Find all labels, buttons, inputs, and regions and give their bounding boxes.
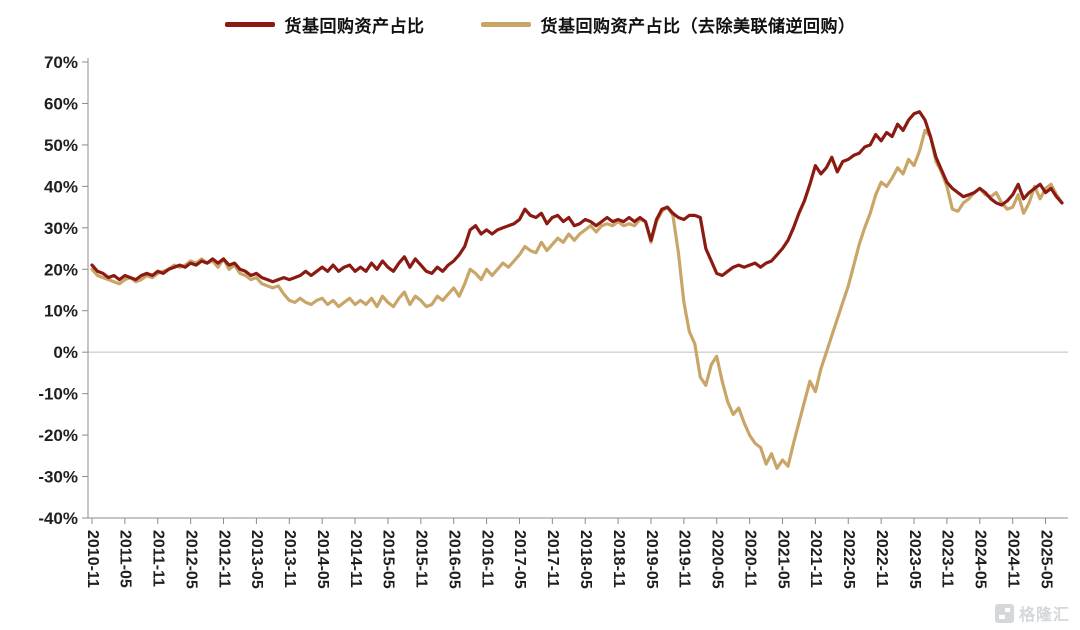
gelonghui-logo-icon <box>994 603 1014 623</box>
y-tick-label: -40% <box>38 509 78 528</box>
y-tick-label: -30% <box>38 468 78 487</box>
x-tick-label: 2011-11 <box>150 530 167 587</box>
x-tick-label: 2019-11 <box>676 530 693 588</box>
y-tick-label: -20% <box>38 426 78 445</box>
y-tick-label: 70% <box>44 53 78 72</box>
x-tick-label: 2023-11 <box>939 530 956 588</box>
x-tick-label: 2017-05 <box>511 530 528 589</box>
x-tick-label: 2011-05 <box>117 530 134 588</box>
legend-item-series2: 货基回购资产占比（去除美联储逆回购） <box>480 12 856 37</box>
watermark-text: 格隆汇 <box>1018 607 1070 624</box>
series-line-2 <box>90 128 1064 470</box>
x-tick-label: 2012-11 <box>215 530 232 588</box>
x-tick-label: 2022-05 <box>840 530 857 589</box>
x-tick-label: 2021-05 <box>774 530 791 589</box>
x-tick-label: 2022-11 <box>873 530 890 588</box>
x-tick-label: 2018-11 <box>610 530 627 588</box>
x-tick-label: 2019-05 <box>643 530 660 589</box>
x-tick-label: 2014-11 <box>347 530 364 588</box>
y-tick-label: 30% <box>44 219 78 238</box>
y-tick-label: 60% <box>44 94 78 113</box>
y-tick-label: 10% <box>44 302 78 321</box>
y-tick-label: 0% <box>53 343 78 362</box>
series-line-1 <box>90 110 1064 284</box>
x-tick-label: 2025-05 <box>1037 530 1054 589</box>
legend-item-series1: 货基回购资产占比 <box>224 12 425 37</box>
series1-label: 货基回购资产占比 <box>284 17 425 36</box>
chart-legend: 货基回购资产占比 货基回购资产占比（去除美联储逆回购） <box>0 12 1080 37</box>
x-tick-label: 2020-11 <box>741 530 758 588</box>
series1-color-swatch <box>224 22 275 27</box>
x-tick-label: 2013-05 <box>248 530 265 589</box>
x-tick-label: 2024-11 <box>1004 530 1021 588</box>
y-tick-label: -10% <box>38 385 78 404</box>
x-tick-label: 2015-05 <box>380 530 397 589</box>
x-tick-label: 2010-11 <box>84 530 101 588</box>
y-tick-label: 50% <box>44 136 78 155</box>
x-tick-label: 2018-05 <box>577 530 594 589</box>
watermark: 格隆汇 <box>994 601 1070 625</box>
series2-color-swatch <box>480 22 531 27</box>
y-tick-label: 20% <box>44 260 78 279</box>
x-tick-label: 2024-05 <box>972 530 989 589</box>
x-tick-label: 2013-11 <box>281 530 298 588</box>
x-tick-label: 2021-11 <box>807 530 824 588</box>
series2-label: 货基回购资产占比（去除美联储逆回购） <box>540 17 856 36</box>
y-tick-label: 40% <box>44 177 78 196</box>
x-tick-label: 2017-11 <box>544 530 561 588</box>
x-tick-label: 2014-05 <box>314 530 331 589</box>
x-tick-label: 2016-11 <box>478 530 495 588</box>
x-tick-label: 2023-05 <box>906 530 923 589</box>
x-tick-label: 2012-05 <box>182 530 199 589</box>
x-tick-label: 2020-05 <box>709 530 726 589</box>
x-tick-label: 2016-05 <box>445 530 462 589</box>
x-tick-label: 2015-11 <box>413 530 430 588</box>
